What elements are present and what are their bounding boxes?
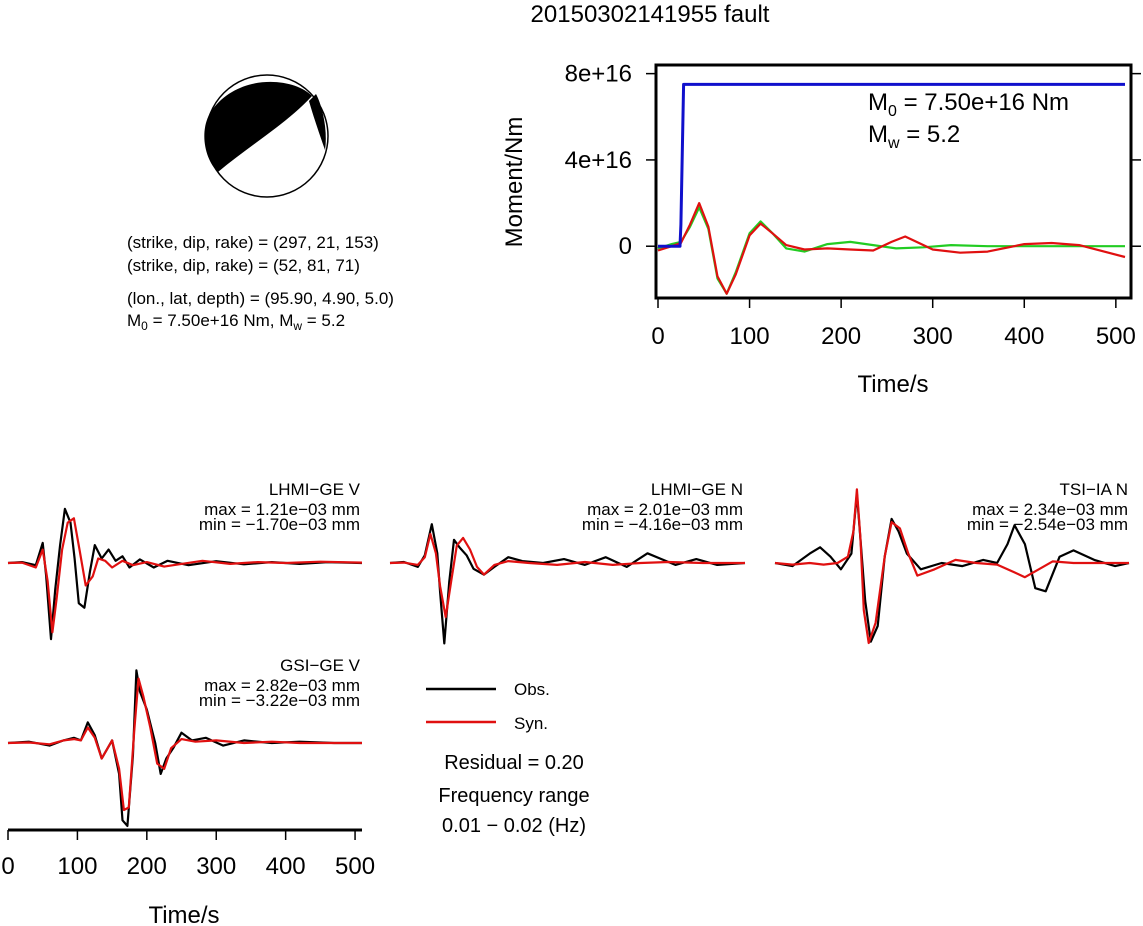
time-axis-tick-label: 200 <box>127 853 167 880</box>
min-label: min = −4.16e−03 mm <box>582 515 743 534</box>
moment-x-tick-label: 100 <box>730 323 770 350</box>
moment-x-tick-label: 400 <box>1004 323 1044 350</box>
moment-lines <box>657 82 1126 295</box>
time-axis-tick-label: 0 <box>1 853 14 880</box>
moment-y-axis-label: Moment/Nm <box>501 117 528 248</box>
moment-x-tick-label: 0 <box>651 323 664 350</box>
moment-series-line <box>657 202 1126 295</box>
min-label: min = −2.54e−03 mm <box>967 515 1128 534</box>
moment-x-tick-label: 300 <box>913 323 953 350</box>
max-label: max = 2.82e−03 mm <box>204 676 360 695</box>
residual-text: Residual = 0.20 <box>444 752 584 774</box>
plane2-text: (strike, dip, rake) = (52, 81, 71) <box>127 256 360 275</box>
subscript: 0 <box>141 319 148 333</box>
max-label: max = 2.34e−03 mm <box>972 500 1128 519</box>
min-label: min = −1.70e−03 mm <box>199 515 360 534</box>
waveform-syn-line <box>389 532 745 619</box>
frequency-range-label: Frequency range <box>438 785 589 807</box>
moment-mw-label: Mw = 5.2 <box>868 121 960 152</box>
waveform-obs-line <box>774 492 1130 643</box>
beachball <box>204 74 329 198</box>
moment-m0-label: M0 = 7.50e+16 Nm <box>868 89 1069 120</box>
moment-x-axis-label: Time/s <box>857 371 928 398</box>
station-label: LHMI−GE V <box>269 480 361 499</box>
time-axis-tick-label: 400 <box>266 853 306 880</box>
waveform-syn-line <box>774 488 1129 645</box>
time-axis-tick-label: 300 <box>196 853 236 880</box>
max-label: max = 1.21e−03 mm <box>204 500 360 519</box>
moment-y-tick-label: 8e+16 <box>565 61 632 88</box>
station-label: LHMI−GE N <box>651 480 743 499</box>
plane1-text: (strike, dip, rake) = (297, 21, 153) <box>127 233 379 252</box>
moment-panel: 0 100 200 300 400 500 0 4e+16 8e+16 M0 = 7.50e+1… <box>501 61 1141 398</box>
legend: Obs. Syn. Residual = 0.20 Frequency rang… <box>426 680 590 837</box>
moment-ticks: 0 100 200 300 400 500 0 4e+16 8e+16 <box>565 61 1141 350</box>
moment-text: M0 = 7.50e+16 Nm, Mw = 5.2 <box>127 311 345 333</box>
moment-panel-frame <box>654 63 1133 300</box>
moment-y-tick-label: 4e+16 <box>565 147 632 174</box>
mechanism-info: (strike, dip, rake) = (297, 21, 153) (st… <box>127 233 394 333</box>
moment-series-line <box>658 82 1125 248</box>
station-label: GSI−GE V <box>280 656 360 675</box>
moment-x-tick-label: 500 <box>1096 323 1136 350</box>
waveform-obs-line <box>7 507 363 641</box>
beachball-compression-quadrant <box>204 81 312 172</box>
waveform-x-axis-label: Time/s <box>148 902 219 926</box>
moment-y-tick-label: 0 <box>619 233 632 260</box>
frequency-range-value: 0.01 − 0.02 (Hz) <box>442 815 586 837</box>
moment-series-line <box>657 206 1125 295</box>
station-label: TSI−IA N <box>1060 480 1129 499</box>
waveform-syn-line <box>7 677 362 812</box>
waveform-syn-line <box>7 517 363 634</box>
max-label: max = 2.01e−03 mm <box>587 500 743 519</box>
location-text: (lon., lat, depth) = (95.90, 4.90, 5.0) <box>127 289 394 308</box>
figure-title: 20150302141955 fault <box>531 1 770 28</box>
time-axis-tick-label: 100 <box>57 853 97 880</box>
waveform-time-axis: 0 100 200 300 400 500 <box>1 828 375 880</box>
moment-x-tick-label: 200 <box>821 323 861 350</box>
legend-syn-label: Syn. <box>514 714 548 733</box>
min-label: min = −3.22e−03 mm <box>199 691 360 710</box>
waveform-obs-line <box>389 523 746 645</box>
legend-obs-label: Obs. <box>514 680 550 699</box>
time-axis-tick-label: 500 <box>335 853 375 880</box>
beachball-compression-sliver <box>309 94 326 150</box>
